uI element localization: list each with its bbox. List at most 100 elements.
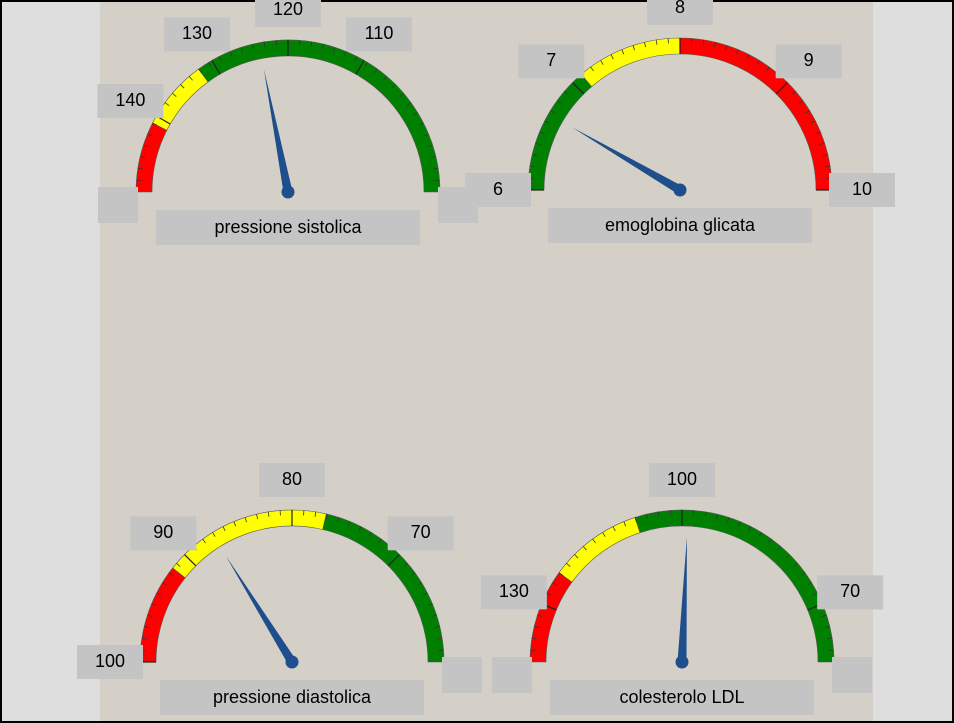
minor-tick <box>657 511 660 517</box>
minor-tick <box>337 517 340 523</box>
minor-tick <box>410 572 416 576</box>
tick-label: 10 <box>852 179 872 199</box>
tick-label: 130 <box>499 581 529 601</box>
minor-tick <box>378 538 382 544</box>
minor-tick <box>144 626 150 629</box>
minor-tick <box>727 517 730 523</box>
tick-label: 140 <box>115 90 145 110</box>
minor-tick <box>785 554 790 559</box>
tick-label-box <box>77 645 143 679</box>
minor-tick <box>188 76 193 81</box>
needle <box>225 555 296 665</box>
minor-tick <box>735 49 739 55</box>
minor-tick <box>531 637 537 640</box>
gauge-band <box>634 509 835 663</box>
minor-tick <box>777 546 782 551</box>
gauge-title: pressione diastolica <box>213 687 372 707</box>
needle <box>571 127 683 194</box>
minor-tick <box>434 626 440 629</box>
minor-tick <box>168 572 174 576</box>
tick-label: 90 <box>153 522 173 542</box>
minor-tick <box>172 92 177 97</box>
tick-label: 120 <box>273 0 303 19</box>
minor-tick <box>592 538 596 544</box>
tick-label-box <box>164 17 230 52</box>
minor-tick <box>746 54 750 60</box>
minor-tick <box>621 49 625 55</box>
minor-tick <box>147 133 153 137</box>
tick-label: 70 <box>840 581 860 601</box>
minor-tick <box>805 110 810 114</box>
minor-tick <box>218 56 222 62</box>
minor-tick <box>343 51 347 57</box>
minor-tick <box>646 514 649 520</box>
minor-tick <box>233 521 237 527</box>
minor-tick <box>556 100 562 104</box>
minor-tick <box>590 66 594 72</box>
minor-tick <box>564 90 569 95</box>
needle <box>263 69 293 193</box>
minor-tick <box>364 62 368 67</box>
minor-tick <box>391 84 396 89</box>
minor-tick <box>539 131 545 135</box>
minor-tick <box>610 54 614 60</box>
minor-tick <box>824 626 830 629</box>
minor-tick <box>793 562 798 567</box>
minor-tick <box>164 102 170 106</box>
tick-label: 80 <box>282 469 302 489</box>
minor-tick <box>550 110 555 114</box>
minor-tick <box>358 526 362 532</box>
major-tick <box>572 82 585 95</box>
minor-tick <box>602 532 606 537</box>
title-box <box>550 680 814 715</box>
minor-tick <box>768 538 772 544</box>
minor-tick <box>212 532 216 537</box>
major-tick <box>387 554 400 567</box>
minor-tick <box>791 90 796 95</box>
minor-tick <box>252 44 255 50</box>
minor-tick <box>368 532 372 537</box>
minor-tick <box>141 637 147 640</box>
minor-tick <box>430 156 436 159</box>
minor-tick <box>655 39 658 45</box>
needle-hub <box>675 655 689 669</box>
minor-tick <box>798 100 804 104</box>
tick-label: 100 <box>667 469 697 489</box>
tick-label-box <box>387 516 454 551</box>
gauge-title: colesterolo LDL <box>619 687 744 707</box>
minor-tick <box>229 51 233 57</box>
minor-tick <box>725 45 728 51</box>
minor-tick <box>537 614 543 617</box>
minor-tick <box>156 592 162 596</box>
minor-tick <box>623 521 627 527</box>
tick-label-box <box>518 44 585 79</box>
minor-tick <box>566 562 571 567</box>
needle-hub <box>285 655 299 669</box>
minor-tick <box>176 562 181 567</box>
minor-tick <box>715 514 718 520</box>
minor-tick <box>422 592 428 596</box>
minor-tick <box>810 120 816 124</box>
major-tick <box>775 82 788 95</box>
needle-hub <box>673 183 687 197</box>
title-box <box>548 208 812 243</box>
tick-label-box <box>775 44 842 79</box>
minor-tick <box>815 131 821 135</box>
minor-tick <box>574 554 579 559</box>
needle <box>677 537 687 663</box>
tick-label: 9 <box>804 50 814 70</box>
minor-tick <box>825 165 831 168</box>
tick-label-box <box>130 516 197 551</box>
minor-tick <box>632 45 635 51</box>
minor-tick <box>756 60 760 65</box>
minor-tick <box>704 511 707 517</box>
tick-label: 8 <box>675 0 685 17</box>
panel <box>100 0 873 723</box>
minor-tick <box>807 582 812 586</box>
minor-tick <box>137 167 143 170</box>
minor-tick <box>558 572 564 576</box>
minor-tick <box>143 144 149 147</box>
tick-label: 7 <box>546 50 556 70</box>
minor-tick <box>180 84 185 89</box>
